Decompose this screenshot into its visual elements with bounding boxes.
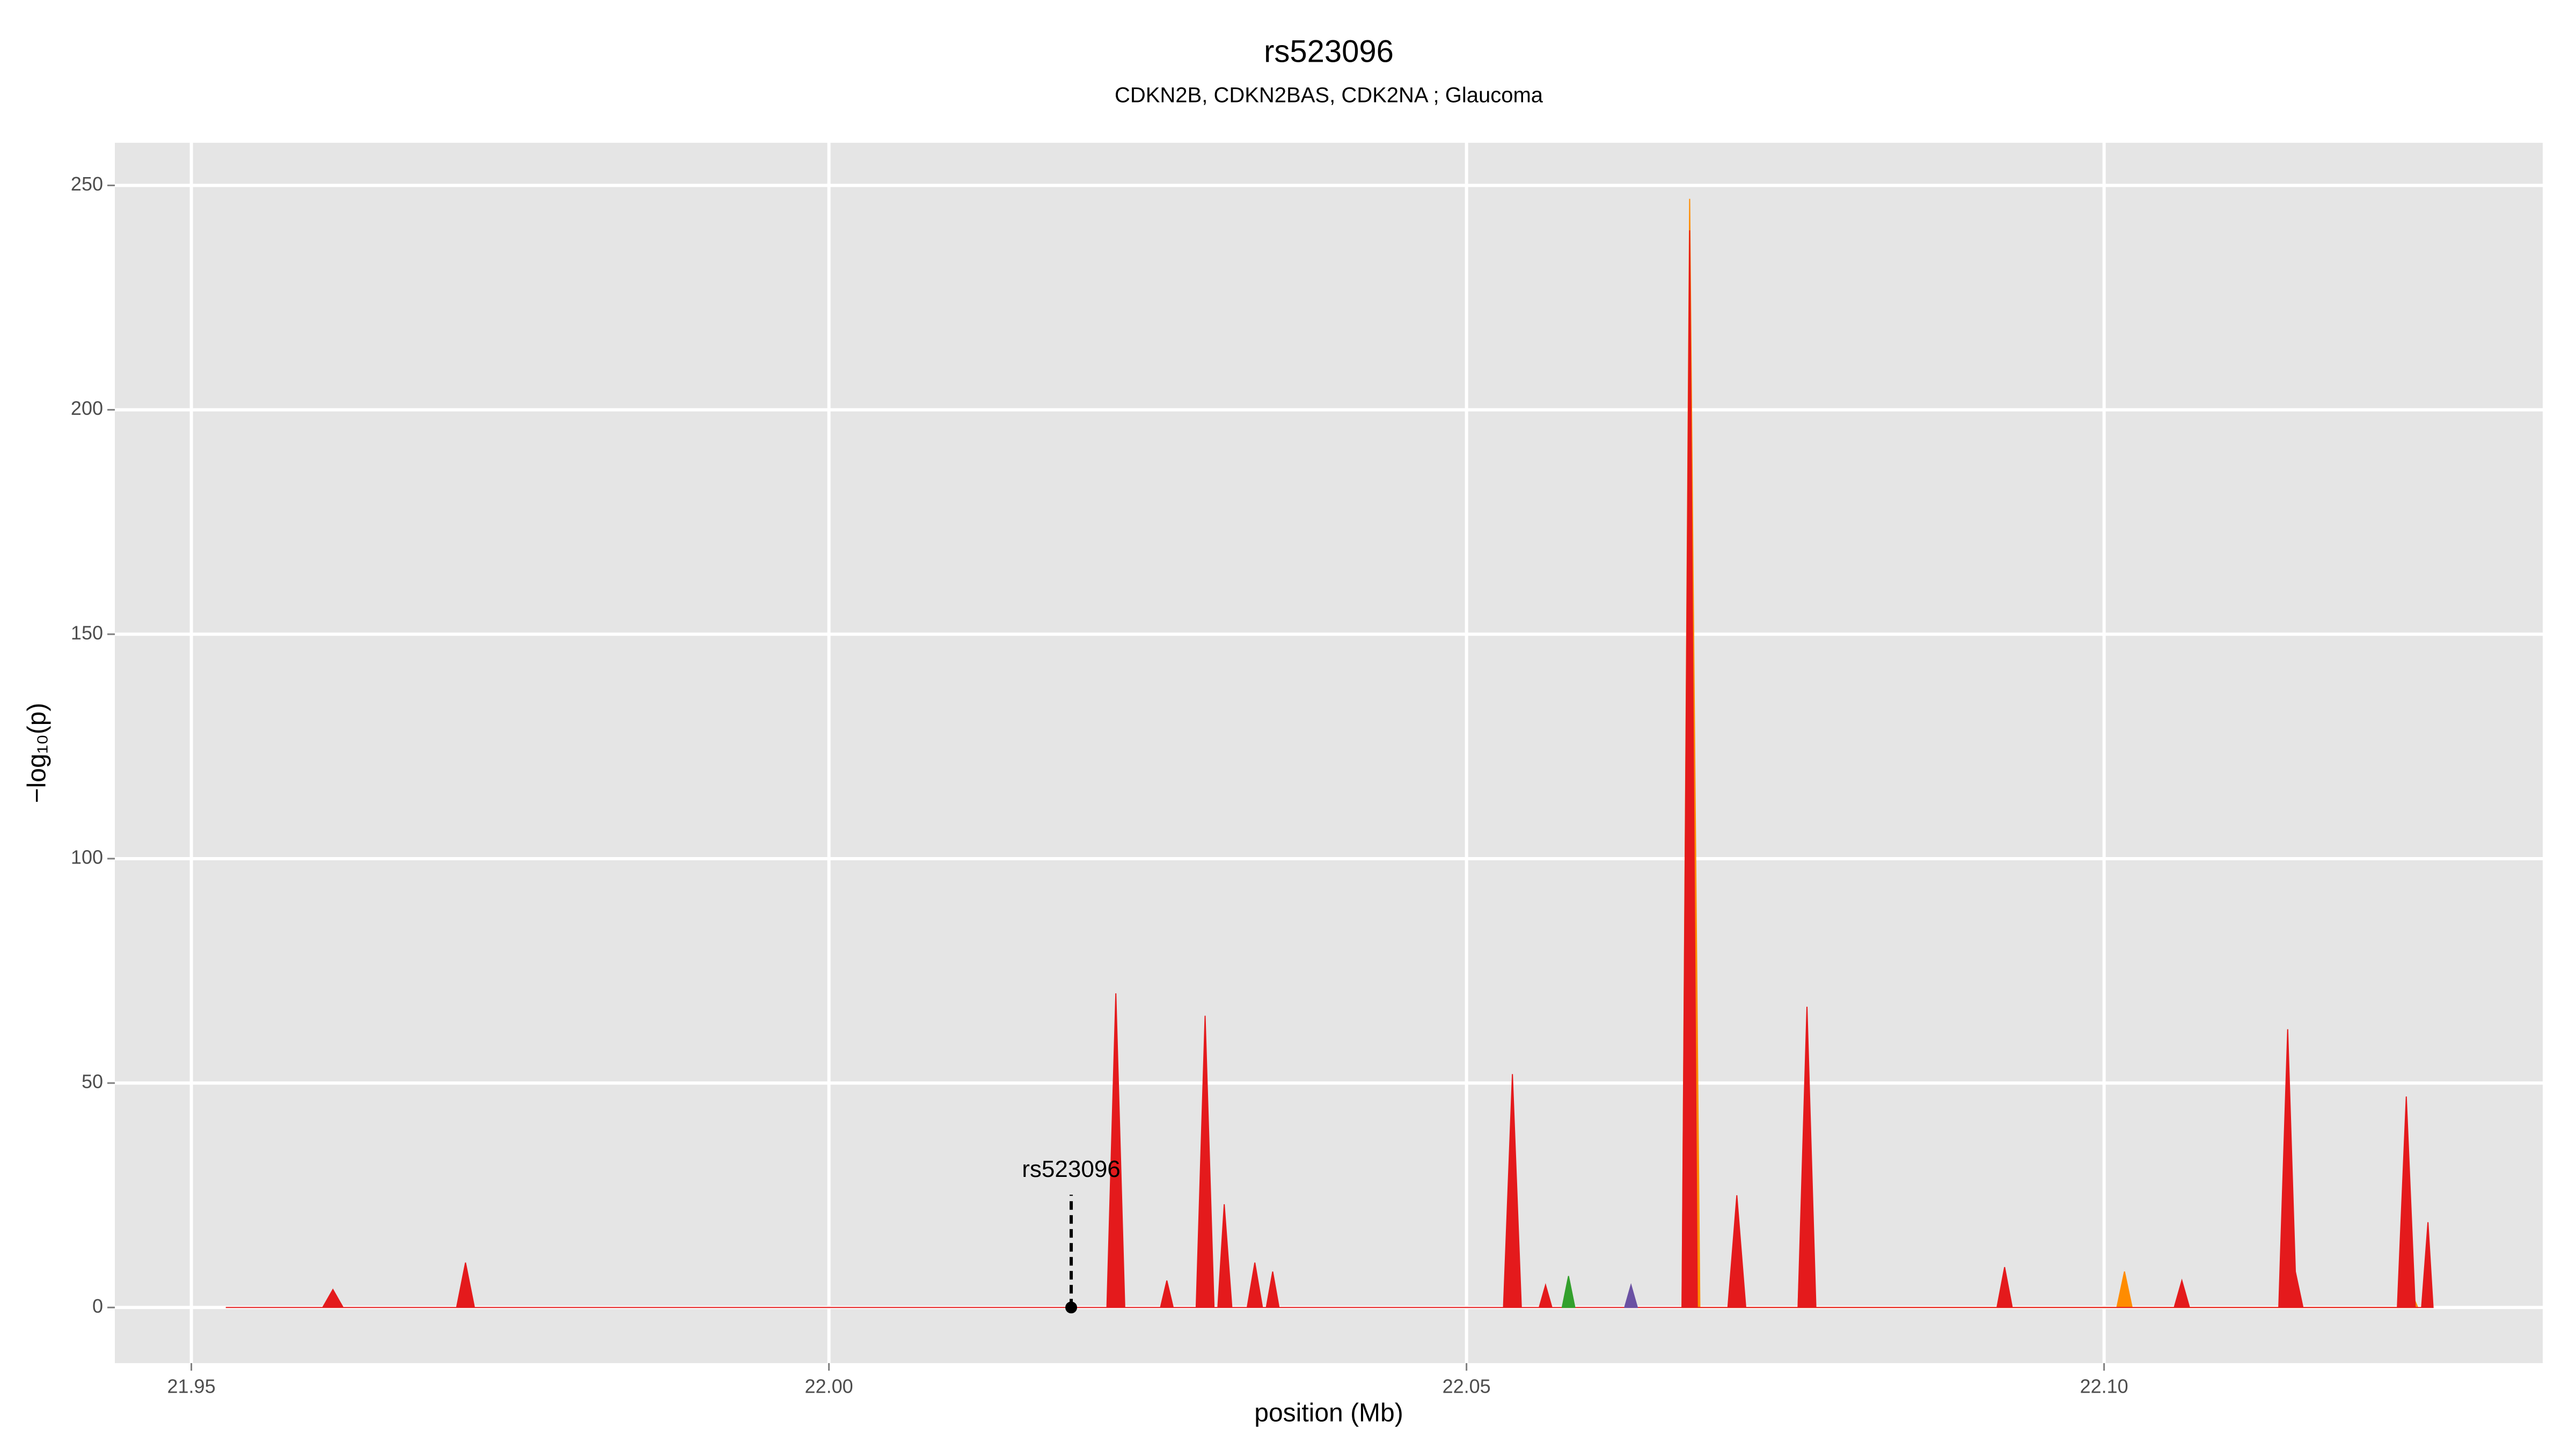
x-tick-label: 21.95 (167, 1375, 216, 1397)
chart-title: rs523096 (1264, 34, 1394, 69)
area (1623, 1283, 1638, 1308)
x-tick-label: 22.10 (2080, 1375, 2128, 1397)
x-tick-label: 22.05 (1443, 1375, 1491, 1397)
y-axis-label: −log₁₀(p) (23, 703, 52, 803)
annotation-label: rs523096 (1022, 1156, 1120, 1182)
y-tick-label: 150 (71, 621, 103, 643)
chart-subtitle: CDKN2B, CDKN2BAS, CDK2NA ; Glaucoma (1115, 84, 1543, 107)
x-tick-label: 22.00 (805, 1375, 853, 1397)
x-axis-label: position (Mb) (1254, 1399, 1403, 1428)
area (225, 230, 2434, 1308)
area (1561, 1276, 1576, 1308)
y-tick-label: 100 (71, 846, 103, 868)
panel (115, 143, 2543, 1363)
y-tick-label: 0 (92, 1295, 103, 1317)
annotation-point (1065, 1301, 1078, 1314)
y-tick-label: 50 (82, 1071, 103, 1093)
y-tick-label: 250 (71, 173, 103, 195)
y-tick-label: 200 (71, 397, 103, 419)
